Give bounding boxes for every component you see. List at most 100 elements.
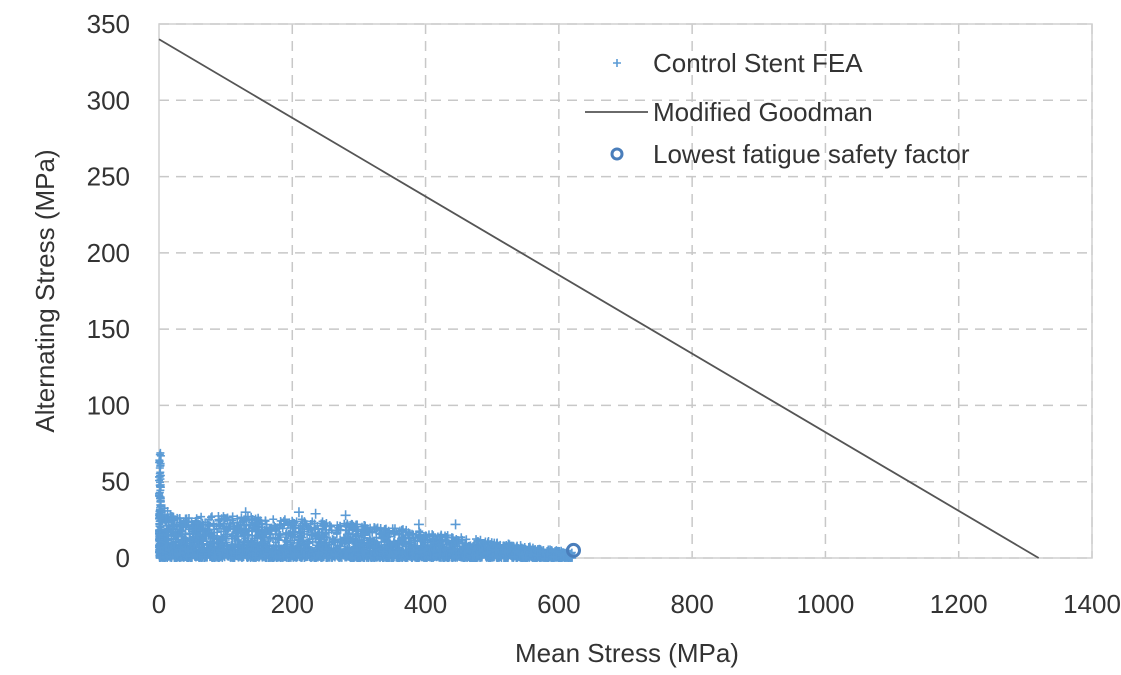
- data-point: [206, 531, 215, 540]
- data-point: [262, 529, 271, 538]
- data-point: [389, 529, 398, 538]
- data-point: [459, 553, 468, 562]
- data-point: [402, 553, 411, 562]
- data-point: [299, 547, 308, 556]
- data-point: [215, 521, 224, 530]
- legend-label: Control Stent FEA: [653, 48, 863, 78]
- data-point: [347, 536, 356, 545]
- data-point: [327, 522, 336, 531]
- data-point: [443, 537, 452, 546]
- data-point: [352, 531, 361, 540]
- data-point: [363, 540, 372, 549]
- data-point: [350, 545, 359, 554]
- data-point: [328, 534, 337, 543]
- data-point: [360, 521, 369, 530]
- data-point: [302, 553, 311, 562]
- data-point: [233, 536, 242, 545]
- x-tick-label: 400: [404, 589, 447, 619]
- data-point: [379, 547, 388, 556]
- tick-labels: 0 200 400 600 800 1000 1200 1400 0 50 100 150 200 250…: [87, 9, 1121, 619]
- x-tick-label: 1200: [930, 589, 988, 619]
- y-tick-label: 200: [87, 238, 130, 268]
- data-point: [181, 519, 190, 528]
- data-point: [296, 521, 305, 530]
- data-point: [280, 517, 289, 526]
- data-point: [314, 548, 323, 557]
- data-point: [167, 517, 176, 526]
- data-point: [491, 546, 500, 555]
- data-point: [297, 515, 306, 524]
- data-point: [241, 534, 250, 543]
- data-point: [251, 547, 260, 556]
- y-tick-label: 50: [101, 467, 130, 497]
- data-layer: [155, 38, 1040, 562]
- data-point: [358, 525, 367, 534]
- data-point: [380, 525, 389, 534]
- data-point: [289, 519, 298, 528]
- data-point: [390, 524, 399, 533]
- data-point: [428, 530, 437, 539]
- x-tick-label: 0: [152, 589, 166, 619]
- data-point: [223, 551, 232, 560]
- data-point: [279, 551, 288, 560]
- data-point: [237, 513, 246, 522]
- data-point: [320, 520, 329, 529]
- data-point: [349, 524, 358, 533]
- data-point: [174, 531, 183, 540]
- plot-area: [158, 23, 1093, 559]
- data-point: [254, 553, 263, 562]
- data-point: [273, 553, 282, 562]
- data-point: [251, 514, 260, 523]
- data-point: [354, 550, 363, 559]
- legend-item-control-stent-fea: Control Stent FEA: [613, 48, 863, 78]
- data-point-lowest-fatigue-safety-factor: [566, 542, 582, 558]
- data-point: [156, 522, 165, 531]
- data-point: [452, 534, 461, 543]
- data-point: [357, 537, 366, 546]
- data-point: [310, 508, 321, 519]
- data-point: [155, 476, 164, 485]
- data-point: [180, 534, 189, 543]
- data-point: [410, 536, 419, 545]
- data-point: [234, 523, 243, 532]
- data-point: [307, 526, 316, 535]
- data-point: [394, 545, 403, 554]
- x-tick-label: 600: [537, 589, 580, 619]
- data-point: [388, 552, 397, 561]
- data-point: [434, 548, 443, 557]
- data-point: [173, 513, 182, 522]
- data-point: [229, 524, 238, 533]
- data-point: [277, 521, 286, 530]
- data-point: [188, 550, 197, 559]
- data-point: [339, 533, 348, 542]
- data-point: [190, 551, 199, 560]
- data-point: [398, 548, 407, 557]
- data-point: [274, 531, 283, 540]
- data-point: [448, 546, 457, 555]
- y-tick-label: 0: [116, 543, 130, 573]
- legend-item-lowest-fatigue-safety-factor: Lowest fatigue safety factor: [610, 139, 970, 169]
- data-point: [429, 538, 438, 547]
- legend-symbol-plus: [613, 59, 621, 67]
- data-point: [436, 540, 445, 549]
- data-point: [548, 551, 557, 560]
- data-point: [156, 462, 165, 471]
- data-point: [493, 553, 502, 562]
- y-tick-label: 100: [87, 390, 130, 420]
- data-point: [197, 512, 206, 521]
- legend-plus-mark: [613, 59, 621, 67]
- data-point: [194, 519, 203, 528]
- data-point: [205, 548, 214, 557]
- data-point: [549, 552, 558, 561]
- series-control-stent-fea: [155, 448, 577, 562]
- data-point: [521, 546, 530, 555]
- data-point: [305, 539, 314, 548]
- data-point: [236, 552, 245, 561]
- data-point: [503, 547, 512, 556]
- legend-symbol-circle: [610, 147, 624, 161]
- data-point: [242, 520, 251, 529]
- data-point: [184, 547, 193, 556]
- data-point: [286, 537, 295, 546]
- data-point: [156, 514, 165, 523]
